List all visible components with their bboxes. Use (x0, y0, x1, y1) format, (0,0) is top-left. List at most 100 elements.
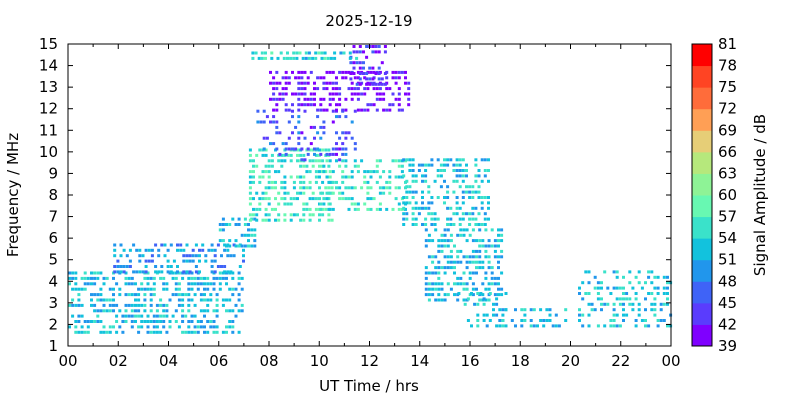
data-cell (185, 254, 189, 258)
data-cell (289, 159, 293, 163)
colorbar-swatch (692, 195, 712, 218)
data-cell (615, 313, 619, 317)
data-cell (314, 159, 318, 163)
data-cell (545, 319, 549, 322)
data-cell (397, 92, 401, 96)
data-cell (71, 271, 75, 275)
data-cell (138, 248, 142, 252)
data-cell (270, 186, 274, 190)
data-cell (411, 158, 415, 162)
data-cell (221, 228, 225, 232)
data-cell (116, 265, 120, 268)
data-cell (199, 309, 203, 313)
data-cell (468, 255, 472, 259)
data-cell (628, 297, 632, 301)
data-cell (520, 308, 524, 312)
data-cell (612, 286, 616, 290)
data-cell (618, 324, 622, 328)
data-cell (338, 186, 342, 190)
data-cell (240, 276, 244, 280)
data-cell (152, 320, 156, 323)
data-cell (394, 81, 398, 85)
data-cell (93, 309, 97, 313)
data-cell (461, 217, 465, 221)
data-cell (209, 282, 213, 286)
data-cell (297, 92, 301, 96)
data-cell (299, 164, 303, 168)
data-cell (311, 56, 315, 60)
data-cell (83, 282, 87, 286)
data-cell (269, 97, 272, 101)
data-cell (124, 303, 128, 307)
data-cell (405, 179, 409, 183)
data-cell (116, 270, 120, 274)
data-cell (199, 282, 203, 286)
data-cell (363, 108, 367, 112)
data-cell (477, 196, 481, 199)
y-tick-label: 4 (48, 272, 58, 290)
data-cell (477, 169, 481, 172)
data-cell (360, 186, 364, 190)
data-cell (456, 255, 460, 259)
data-cell (523, 308, 527, 312)
data-cell (341, 142, 345, 146)
data-cell (452, 169, 456, 172)
data-cell (191, 254, 195, 258)
data-cell (446, 293, 450, 297)
data-cell (477, 190, 481, 194)
data-cell (248, 170, 252, 174)
data-cell (193, 314, 197, 318)
data-cell (270, 207, 274, 211)
data-cell (124, 282, 128, 286)
data-cell (283, 175, 287, 179)
data-cell (350, 97, 354, 101)
colorbar-swatch (692, 281, 712, 304)
data-cell (283, 180, 287, 184)
data-cell (228, 239, 232, 243)
data-cell (218, 287, 222, 291)
data-cell (74, 271, 78, 275)
data-cell (474, 174, 478, 178)
data-cell (411, 212, 415, 216)
data-cell (465, 260, 469, 264)
data-cell (653, 275, 657, 279)
data-cell (127, 314, 131, 318)
data-cell (303, 103, 307, 107)
data-cell (207, 248, 211, 252)
data-cell (377, 82, 381, 86)
data-cell (306, 147, 310, 151)
data-cell (309, 70, 313, 74)
data-cell (199, 293, 203, 297)
data-cell (382, 191, 386, 195)
data-cell (146, 282, 150, 286)
data-cell (476, 292, 480, 295)
data-cell (206, 276, 210, 280)
data-cell (308, 197, 312, 201)
data-cell (93, 271, 97, 275)
data-cell (344, 108, 348, 112)
data-cell (455, 206, 459, 210)
data-cell (327, 186, 331, 190)
data-cell (144, 248, 148, 252)
data-cell (264, 207, 268, 211)
data-cell (350, 197, 354, 201)
data-cell (465, 228, 469, 232)
data-cell (218, 239, 222, 243)
data-cell (179, 243, 183, 247)
x-tick-label: 12 (360, 352, 379, 370)
data-cell (289, 213, 293, 217)
data-cell (166, 265, 170, 268)
data-cell (358, 77, 362, 81)
data-cell (504, 292, 508, 295)
data-cell (493, 282, 497, 286)
data-cell (439, 169, 443, 172)
data-cell (149, 287, 153, 291)
data-cell (378, 97, 382, 101)
data-cell (115, 314, 119, 318)
data-cell (313, 87, 316, 91)
data-cell (490, 266, 494, 270)
data-cell (338, 115, 342, 119)
data-cell (347, 70, 351, 74)
data-cell (261, 153, 265, 157)
data-cell (140, 303, 144, 307)
